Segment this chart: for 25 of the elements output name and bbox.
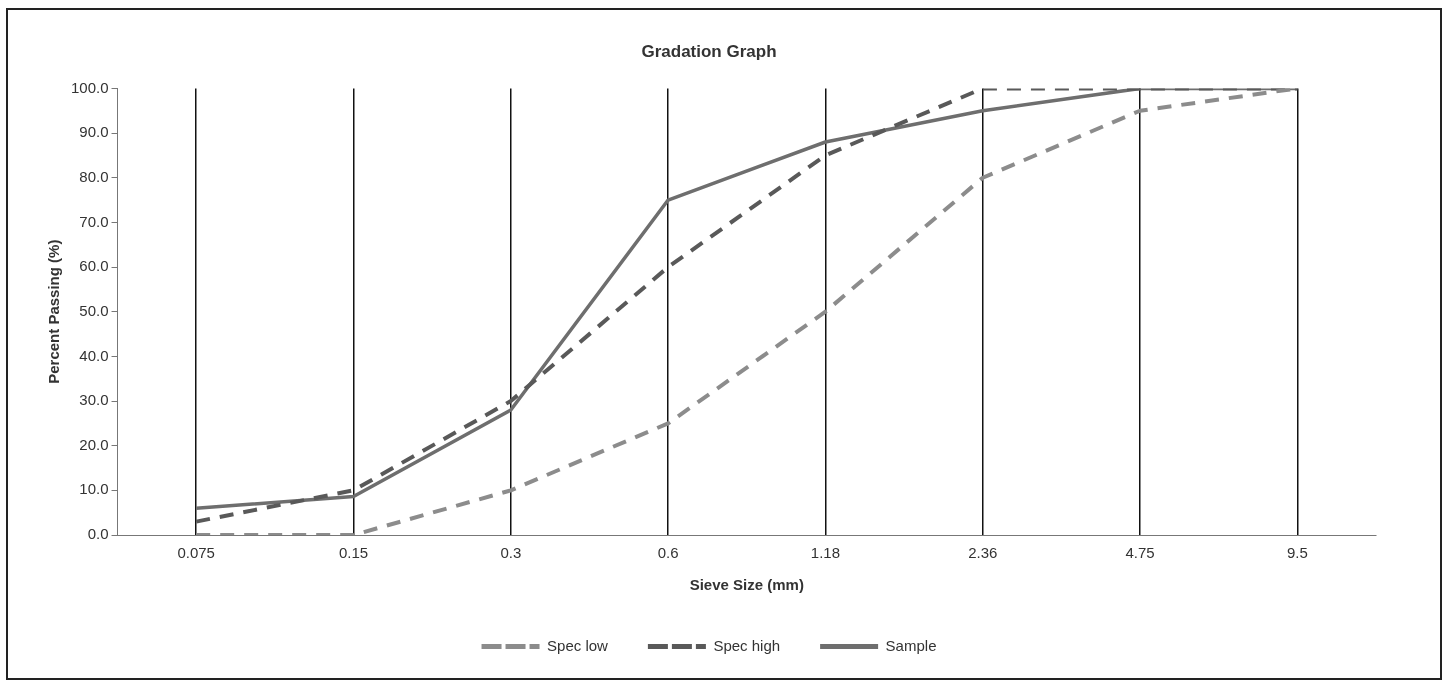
x-tick-label: 0.15	[338, 544, 369, 562]
x-tick-label: 4.75	[1125, 544, 1155, 562]
legend-label: Spec low	[547, 636, 609, 654]
y-tick-label: 30.0	[79, 391, 109, 409]
legend-label: Sample	[885, 636, 937, 654]
y-tick-label: 80.0	[79, 167, 109, 185]
y-tick-label: 0.0	[87, 525, 109, 543]
y-tick-label: 20.0	[79, 435, 109, 453]
x-tick-label: 0.6	[657, 544, 679, 562]
x-tick-label: 0.3	[500, 544, 522, 562]
y-tick-label: 90.0	[79, 123, 109, 141]
y-axis-title: Percent Passing (%)	[45, 239, 63, 384]
y-tick-label: 50.0	[79, 301, 109, 319]
y-tick-label: 70.0	[79, 212, 109, 230]
x-axis-title: Sieve Size (mm)	[689, 576, 804, 594]
y-tick-label: 10.0	[79, 480, 109, 498]
x-tick-label: 2.36	[968, 544, 998, 562]
y-tick-label: 60.0	[79, 257, 109, 275]
chart-title: Gradation Graph	[641, 41, 777, 61]
x-tick-label: 9.5	[1286, 544, 1308, 562]
x-tick-label: 0.075	[177, 544, 215, 562]
x-tick-label: 1.18	[810, 544, 841, 562]
y-tick-label: 100.0	[70, 78, 109, 96]
y-tick-label: 40.0	[79, 346, 109, 364]
legend-label: Spec high	[713, 636, 781, 654]
